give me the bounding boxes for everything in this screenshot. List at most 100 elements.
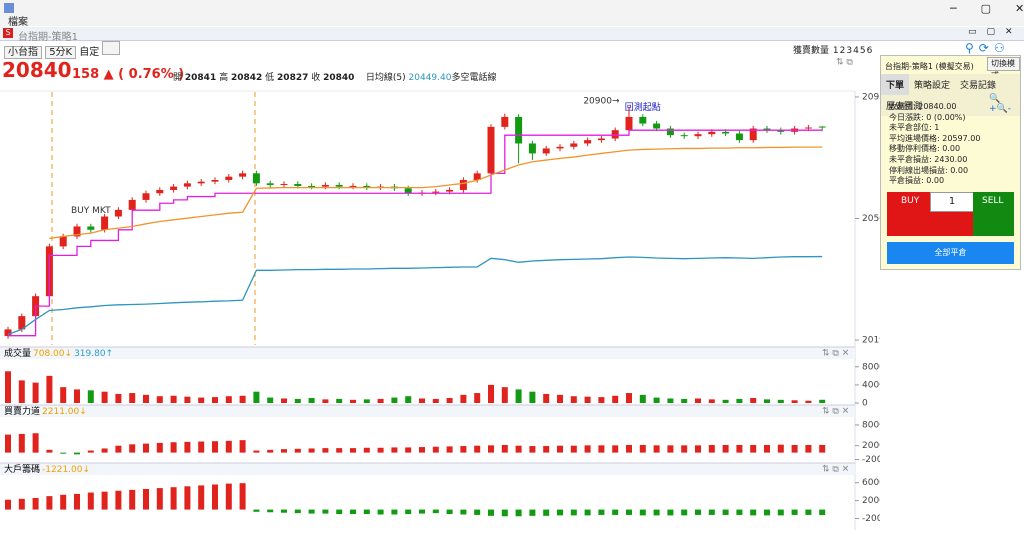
ma-label: 日均線(5) bbox=[365, 73, 406, 83]
window-controls[interactable]: ─▢✕ bbox=[950, 2, 1024, 15]
tab[interactable]: 歷史回測 bbox=[886, 102, 923, 112]
y-tick-label: 6000 bbox=[862, 478, 880, 488]
bar bbox=[708, 399, 715, 403]
info-line: 未平倉部位: 1 bbox=[889, 123, 940, 133]
sell-area[interactable]: SELL bbox=[973, 192, 1014, 236]
ma-note: 多空電話線 bbox=[451, 73, 497, 83]
candle-body bbox=[763, 128, 771, 131]
bar bbox=[405, 447, 412, 453]
app-icon bbox=[4, 3, 14, 13]
bar bbox=[184, 396, 191, 403]
qty-option[interactable]: 5 bbox=[859, 46, 866, 56]
bar bbox=[239, 440, 246, 453]
candle-body bbox=[432, 191, 440, 193]
bar bbox=[570, 445, 577, 453]
candle-body bbox=[639, 116, 647, 124]
bar bbox=[708, 445, 715, 453]
bar bbox=[322, 509, 329, 514]
bar bbox=[819, 509, 826, 516]
candle-body bbox=[59, 236, 67, 247]
qty-option[interactable]: 3 bbox=[846, 46, 853, 56]
switch-mode[interactable]: 切換模式 bbox=[987, 57, 1020, 80]
candle-body bbox=[804, 127, 812, 129]
bar bbox=[405, 509, 412, 515]
bar bbox=[405, 396, 412, 403]
bar bbox=[626, 393, 632, 403]
buy-button[interactable]: BUY bbox=[901, 196, 920, 206]
custom-input[interactable] bbox=[102, 41, 121, 55]
candle-body bbox=[183, 183, 191, 187]
bar bbox=[294, 509, 301, 514]
bar bbox=[695, 398, 701, 403]
qty-bar: 獲賣數量 123456 bbox=[793, 43, 872, 56]
sell-button[interactable]: SELL bbox=[982, 196, 1004, 206]
panel-readout: 319.80↑ bbox=[74, 349, 113, 359]
zoom-icons[interactable]: 🔍+🔍- bbox=[989, 94, 1011, 114]
qty-option[interactable]: 6 bbox=[866, 46, 873, 56]
last-price: 20840 bbox=[2, 58, 72, 82]
panel-title: 成交量 708.00↓ 319.80↑ bbox=[4, 347, 113, 359]
bar bbox=[695, 509, 701, 515]
bar bbox=[225, 440, 232, 453]
qty-option[interactable]: 4 bbox=[853, 46, 859, 56]
tab[interactable]: 下單 bbox=[881, 74, 910, 95]
bar bbox=[543, 393, 550, 403]
bar bbox=[777, 399, 784, 403]
buy-area[interactable]: BUY 1 SELL bbox=[887, 192, 1014, 236]
custom-label: 自定 bbox=[79, 47, 100, 58]
bar bbox=[170, 442, 177, 453]
bar bbox=[639, 445, 646, 453]
candle-body bbox=[101, 216, 109, 230]
candle-body bbox=[515, 116, 523, 144]
qty-option[interactable]: 1 bbox=[832, 46, 839, 56]
window-buttons[interactable]: ▭▢✕ bbox=[968, 27, 1023, 37]
bar bbox=[308, 398, 315, 403]
bar bbox=[87, 450, 94, 453]
product-select[interactable]: 小台指 bbox=[4, 46, 42, 59]
bar bbox=[764, 399, 770, 403]
bar bbox=[722, 399, 729, 403]
annotation: 20900→ bbox=[583, 96, 620, 106]
panel-tools: ⇅ ⧉ ✕ bbox=[822, 349, 849, 359]
bar bbox=[474, 509, 481, 515]
period-select[interactable]: 5分K bbox=[45, 46, 77, 59]
bar bbox=[267, 509, 274, 513]
bar bbox=[653, 397, 660, 403]
menu-file[interactable]: 檔案 bbox=[8, 17, 28, 28]
bar bbox=[225, 396, 232, 403]
bar bbox=[391, 509, 398, 515]
chart-window-bar: S 台指期-策略1 ▭▢✕ bbox=[0, 27, 1024, 43]
bar bbox=[722, 509, 729, 515]
bar bbox=[819, 399, 826, 403]
bar bbox=[322, 448, 329, 453]
bar bbox=[184, 441, 191, 453]
tab[interactable]: 策略設定 bbox=[914, 81, 951, 91]
close: 20840 bbox=[323, 73, 355, 83]
bar bbox=[336, 509, 343, 515]
candle-body bbox=[666, 128, 674, 136]
bar bbox=[60, 452, 67, 454]
qty-label: 獲賣數量 bbox=[793, 46, 830, 56]
bar bbox=[598, 397, 605, 403]
bar bbox=[419, 447, 425, 453]
window-icon: S bbox=[3, 28, 13, 38]
bar bbox=[5, 434, 11, 453]
bar bbox=[281, 398, 287, 403]
qty-input[interactable]: 1 bbox=[930, 192, 974, 212]
tab[interactable]: 交易記錄 bbox=[960, 81, 997, 91]
bar bbox=[5, 371, 11, 403]
open: 20841 bbox=[184, 73, 217, 83]
high: 20842 bbox=[230, 73, 263, 83]
bar bbox=[529, 509, 536, 516]
tool-icons[interactable]: ⚲⟳⚇ bbox=[965, 41, 1010, 55]
bar bbox=[488, 509, 494, 516]
bar bbox=[501, 509, 508, 517]
close-all-button[interactable]: 全部平倉 bbox=[887, 242, 1014, 264]
chart: ⇅ ⧉ 20930 20564 20198 BUY MKT 20900→ 回測起點成交量70… bbox=[0, 58, 880, 530]
bar bbox=[667, 509, 674, 516]
bar bbox=[308, 509, 315, 514]
qty-option[interactable]: 2 bbox=[839, 46, 846, 56]
panel-name: 買賣力道 bbox=[4, 405, 40, 417]
